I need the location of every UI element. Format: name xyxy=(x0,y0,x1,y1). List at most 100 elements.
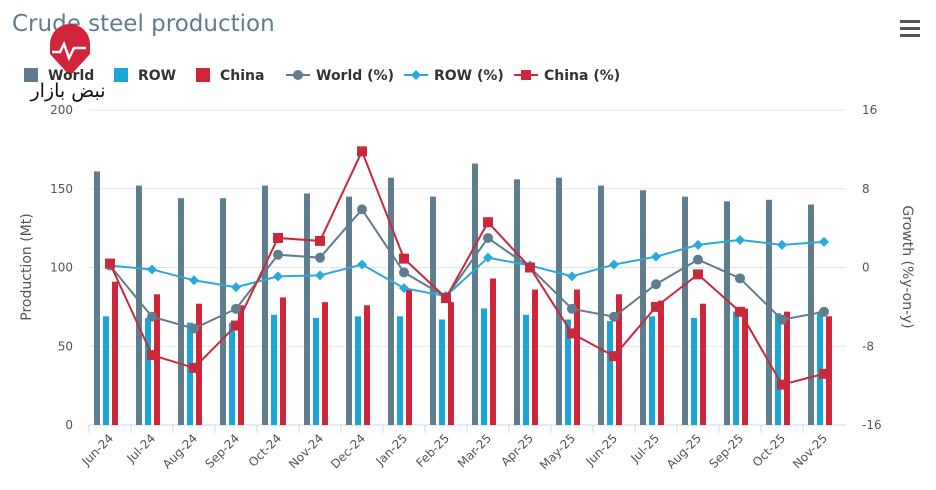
bar xyxy=(322,302,328,425)
menu-icon[interactable] xyxy=(900,20,920,37)
bar xyxy=(532,289,538,425)
marker xyxy=(777,239,787,250)
bar xyxy=(766,199,772,425)
marker xyxy=(273,249,283,260)
marker xyxy=(189,275,199,286)
x-tick-label: Jul-25 xyxy=(627,431,662,466)
bar xyxy=(406,289,412,425)
x-tick-label: Dec-24 xyxy=(328,431,368,471)
bar xyxy=(649,316,655,425)
bar xyxy=(238,305,244,425)
bar xyxy=(598,185,604,425)
legend-label: China xyxy=(220,68,264,84)
marker xyxy=(651,251,661,262)
x-tick-label: Feb-25 xyxy=(413,431,452,470)
legend-label: World (%) xyxy=(316,68,394,84)
legend-swatch xyxy=(24,68,38,82)
bar xyxy=(439,319,445,425)
x-tick-label: Sep-24 xyxy=(202,431,242,471)
bar xyxy=(658,300,664,425)
bar xyxy=(112,281,118,425)
bar xyxy=(388,177,394,425)
bar xyxy=(187,322,193,425)
marker xyxy=(231,282,241,293)
legend-swatch xyxy=(196,68,210,82)
x-tick-label: Mar-25 xyxy=(455,431,494,470)
marker xyxy=(357,146,367,157)
legend-item: China xyxy=(196,68,264,84)
line xyxy=(109,238,825,298)
bar xyxy=(364,305,370,425)
marker xyxy=(693,254,703,265)
y2-tick-label: 8 xyxy=(862,182,870,196)
x-tick-label: Jan-25 xyxy=(373,431,411,469)
legend-item: World (%) xyxy=(286,68,394,84)
bar xyxy=(607,321,613,425)
watermark-logo xyxy=(50,24,90,76)
marker xyxy=(483,252,493,263)
marker xyxy=(315,270,325,281)
y2-axis-label: Growth (%y-on-y) xyxy=(899,205,915,328)
marker xyxy=(777,314,787,325)
bar xyxy=(514,179,520,425)
bar xyxy=(355,316,361,425)
bar xyxy=(472,163,478,426)
bar xyxy=(523,314,529,425)
bar xyxy=(94,171,100,425)
x-tick-label: Oct-25 xyxy=(750,431,788,469)
marker xyxy=(693,239,703,250)
x-tick-label: Jun-24 xyxy=(78,431,116,469)
bar xyxy=(742,308,748,425)
y2-tick-label: 0 xyxy=(862,261,870,275)
marker xyxy=(441,293,451,304)
legend-item: World xyxy=(24,68,94,84)
marker xyxy=(777,379,787,390)
bar xyxy=(262,185,268,425)
marker xyxy=(483,217,493,228)
legend-marker xyxy=(293,70,303,80)
x-tick-label: May-25 xyxy=(537,431,578,472)
bar xyxy=(430,196,436,425)
marker xyxy=(357,259,367,270)
bar xyxy=(682,196,688,425)
marker xyxy=(483,232,493,243)
marker xyxy=(189,323,199,334)
bar xyxy=(220,198,226,425)
marker xyxy=(819,368,829,379)
marker xyxy=(399,283,409,294)
marker xyxy=(315,235,325,246)
x-tick-label: Nov-24 xyxy=(286,431,326,471)
marker xyxy=(315,252,325,263)
marker xyxy=(399,267,409,278)
marker xyxy=(693,269,703,280)
marker xyxy=(735,273,745,284)
marker xyxy=(525,262,535,273)
bar xyxy=(397,316,403,425)
marker xyxy=(567,303,577,314)
x-tick-label: Jun-25 xyxy=(582,431,620,469)
marker xyxy=(735,306,745,317)
marker xyxy=(651,301,661,312)
marker xyxy=(357,204,367,215)
x-tick-label: Jul-24 xyxy=(123,431,158,466)
chart-title: Crude steel production xyxy=(12,11,275,37)
marker xyxy=(567,328,577,339)
legend-item: China (%) xyxy=(514,68,620,84)
bar xyxy=(556,177,562,425)
bar xyxy=(490,278,496,425)
marker xyxy=(147,350,157,361)
y-tick-label: 150 xyxy=(50,182,73,196)
y-axis-label: Production (Mt) xyxy=(19,213,35,320)
x-tick-label: Nov-25 xyxy=(790,431,830,471)
legend-marker xyxy=(411,70,421,80)
bar xyxy=(448,302,454,425)
bar xyxy=(733,311,739,425)
marker xyxy=(105,258,115,269)
legend-label: ROW xyxy=(138,68,176,84)
bar xyxy=(136,185,142,425)
bar xyxy=(346,196,352,425)
legend-label: China (%) xyxy=(544,68,620,84)
line xyxy=(109,148,825,386)
legend-label: ROW (%) xyxy=(434,68,504,84)
marker xyxy=(147,311,157,322)
